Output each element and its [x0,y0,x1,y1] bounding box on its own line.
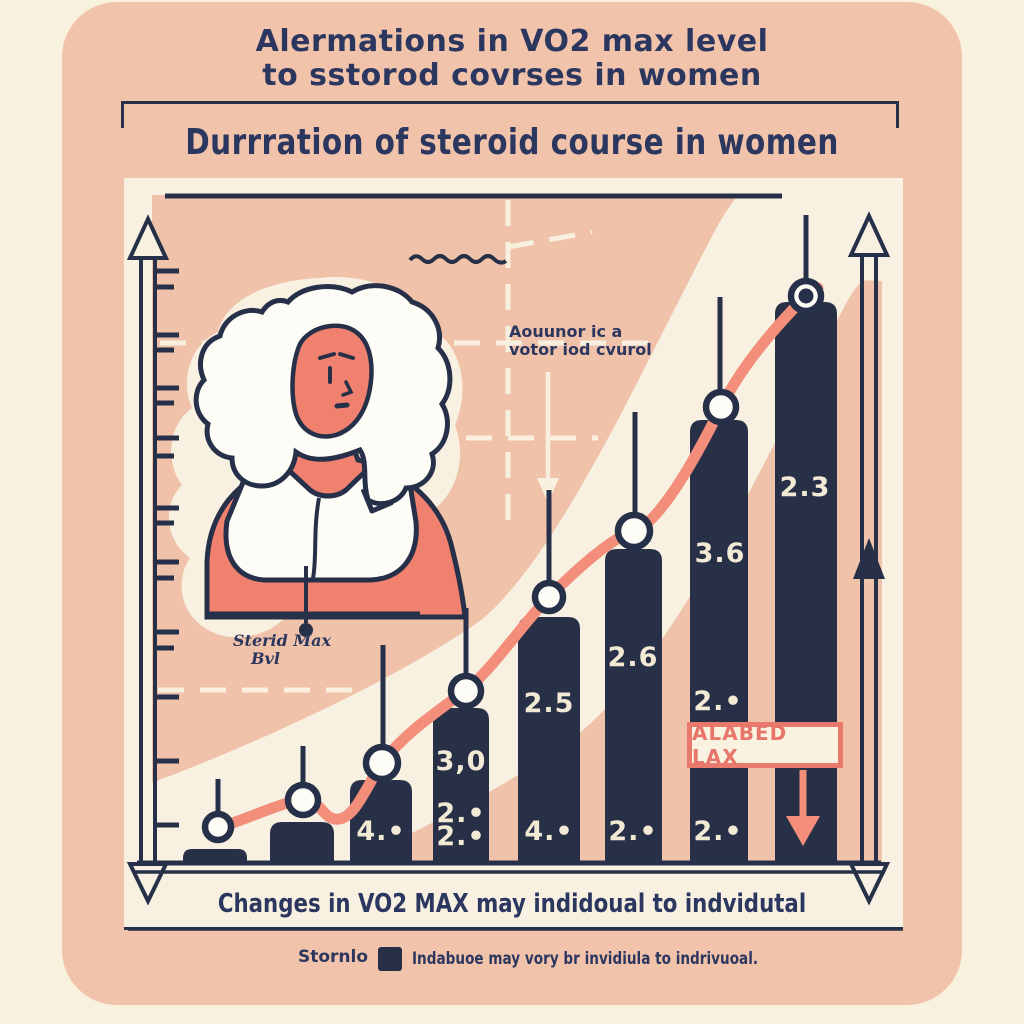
bracket-rule [121,101,899,128]
legend-swatch [378,947,402,971]
marker-7 [702,388,740,426]
left-axis-lines [139,250,157,866]
bar-6 [605,549,662,862]
bar-7-value-2: 2.• [693,686,743,717]
annotation-line1: Aouunor ic a [509,322,623,341]
eyebrows [318,352,355,360]
marker-3 [362,743,402,783]
lollipop-sticks [215,215,809,814]
marker-1 [201,810,235,844]
marker-4 [447,672,485,710]
marker-6 [614,511,654,551]
woman-illustration [193,283,468,637]
bar-5 [518,617,580,862]
right-axis-up-arrow-icon [847,211,891,257]
trend-line [206,282,824,836]
marker-2 [284,781,322,819]
bar-8-value: 2.3 [779,472,831,503]
chart-annotation-note: Aouunor ic a votor iod cvurol [509,323,652,359]
handwritten-line1: Sterid Max [233,631,332,650]
pendulum-ball [299,623,313,637]
bar-4-value-2: 2.• [436,798,486,829]
right-axis [847,211,891,906]
bar-6-value-1: 2.6 [607,642,659,673]
bottom-caption: Changes in VO2 MAX may indidoual to indv… [217,889,807,919]
axis-ticks [157,268,179,828]
marker-5 [531,579,567,615]
alert-box: ALABED LAX [687,721,843,769]
bar-7 [690,420,748,862]
handwritten-label: Sterid Max Bvl [233,632,331,668]
legend-series-label: Stornlo [298,947,369,967]
alert-arrow-icon [786,816,820,846]
bar-1 [183,849,247,862]
mouth [334,402,350,409]
left-axis-up-arrow-icon [126,214,170,260]
bar-3-value: 4.• [356,816,406,847]
bar-4 [433,708,489,862]
legend-note: Indabuoe may vory br invidiula to indriv… [412,949,759,969]
bar-6-value-2: 2.• [608,816,658,847]
bar-4-value-1: 3,0 [435,746,487,777]
alert-box-label: ALABED LAX [692,721,788,769]
chart-title: Durrration of steroid course in women [185,122,839,163]
dashed-guide-diagonal [507,229,593,250]
handwritten-line2: Bvl [251,649,280,668]
left-axis [126,214,179,906]
bar-2 [270,822,334,862]
bra-cup-divider [311,497,321,579]
nose [341,380,354,397]
main-title-line1: Alermations in VO2 max level [255,24,769,59]
face-features [318,352,355,409]
bar-7-value-1: 3.6 [694,538,746,569]
bar-7-value-3: 2.• [693,816,743,847]
bar-5-value-2: 4.• [524,816,574,847]
main-title-line2: to sstorod covrses in women [262,58,762,93]
marker-8-dot [798,288,814,304]
squiggle-icon [408,254,508,265]
bar-4-value-3: 2.• [436,821,486,852]
face [290,323,374,439]
annotation-line2: votor iod cvurol [509,340,652,359]
bar-5-value-1: 2.5 [523,688,575,719]
right-axis-triangle-icon [853,538,885,579]
